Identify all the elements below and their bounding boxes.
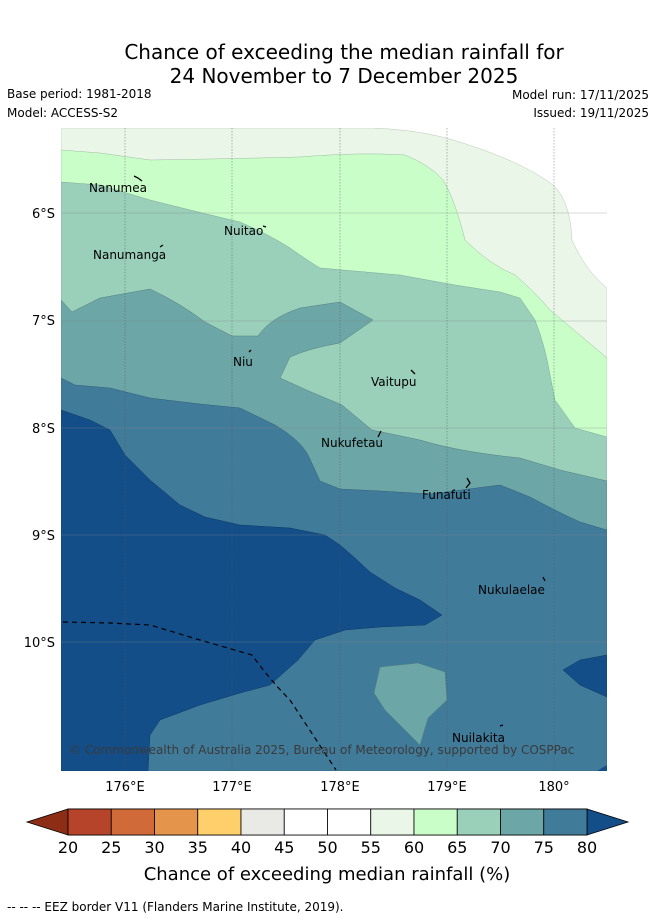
place-nanumea: Nanumea: [89, 181, 147, 195]
colorbar-segment-40-45: [240, 808, 285, 836]
colorbar-segment-30-35: [154, 808, 199, 836]
colorbar-tick-45: 45: [274, 838, 294, 857]
place-nanumanga: Nanumanga: [93, 248, 166, 262]
latitude-lines: [61, 212, 607, 643]
colorbar-segment-35-40: [197, 808, 242, 836]
colorbar: 20 25 30 35 40 45 50 55 60 65 70 75 80 Chance of exc…: [25, 808, 630, 885]
colorbar-tick-40: 40: [231, 838, 251, 857]
colorbar-segment-60-65: [413, 808, 458, 836]
band-above-80-corner: [597, 765, 607, 771]
rainfall-probability-map: Nanumea Nuitao Nanumanga Niu Vaitupu Nuk…: [61, 128, 607, 771]
copyright-notice: © Commonwealth of Australia 2025, Bureau…: [69, 743, 574, 757]
lat-tick-10s: 10°S: [24, 636, 55, 651]
colorbar-arrow-low: [25, 808, 69, 836]
title-line-1: Chance of exceeding the median rainfall …: [124, 40, 564, 64]
colorbar-segment-75-80: [543, 808, 588, 836]
island-nuitao-mark: [262, 225, 267, 228]
colorbar-tick-60: 60: [404, 838, 424, 857]
colorbar-arrow-high: [586, 808, 630, 836]
place-niu: Niu: [233, 355, 253, 369]
place-funafuti: Funafuti: [422, 488, 471, 502]
colorbar-segment-25-30: [110, 808, 155, 836]
colorbar-tick-35: 35: [188, 838, 208, 857]
band-above-80-patch: [562, 654, 607, 698]
colorbar-segment-65-70: [456, 808, 501, 836]
lat-tick-7s: 7°S: [32, 314, 55, 329]
colorbar-tick-30: 30: [144, 838, 164, 857]
eez-legend-note: -- -- -- EEZ border V11 (Flanders Marine…: [7, 900, 344, 914]
colorbar-title: Chance of exceeding median rainfall (%): [144, 864, 511, 885]
lat-tick-8s: 8°S: [32, 422, 55, 437]
base-period: Base period: 1981-2018: [7, 87, 152, 101]
eez-border-line: [62, 621, 337, 771]
island-nanumea-mark: [133, 175, 143, 182]
colorbar-segment-45-50: [283, 808, 328, 836]
map-title: Chance of exceeding the median rainfall …: [0, 40, 655, 88]
island-vaitupu-mark: [410, 369, 416, 375]
colorbar-tick-25: 25: [101, 838, 121, 857]
latitude-axis: 6°S 7°S 8°S 9°S 10°S: [24, 207, 55, 651]
band-70-75-patch: [373, 662, 448, 746]
colorbar-segment-50-55: [327, 808, 372, 836]
longitude-axis: 176°E 177°E 178°E 179°E 180°: [105, 780, 569, 795]
lat-tick-6s: 6°S: [32, 207, 55, 222]
island-niu-mark: [248, 349, 252, 353]
colorbar-tick-50: 50: [317, 838, 337, 857]
colorbar-tick-75: 75: [534, 838, 554, 857]
band-above-80: [61, 409, 443, 771]
place-nukulaelae: Nukulaelae: [478, 583, 545, 597]
colorbar-segment-55-60: [370, 808, 415, 836]
colorbar-segment-20-25: [67, 808, 112, 836]
colorbar-tick-65: 65: [447, 838, 467, 857]
colorbar-tick-80: 80: [577, 838, 597, 857]
lon-tick-177e: 177°E: [212, 780, 252, 795]
island-nuilakita-mark: [499, 724, 504, 727]
island-marks: [133, 175, 546, 727]
graticule: [124, 128, 555, 771]
lon-tick-179e: 179°E: [427, 780, 467, 795]
place-nuilakita: Nuilakita: [452, 731, 505, 745]
colorbar-tick-20: 20: [58, 838, 78, 857]
lat-tick-9s: 9°S: [32, 529, 55, 544]
place-nuitao: Nuitao: [224, 224, 263, 238]
title-line-2: 24 November to 7 December 2025: [169, 64, 519, 88]
lon-tick-180: 180°: [538, 780, 569, 795]
colorbar-tick-55: 55: [361, 838, 381, 857]
colorbar-segment-70-75: [500, 808, 545, 836]
lon-tick-176e: 176°E: [105, 780, 145, 795]
colorbar-tick-70: 70: [490, 838, 510, 857]
island-nukufetau-mark: [377, 430, 382, 438]
place-vaitupu: Vaitupu: [371, 375, 417, 389]
model-name: Model: ACCESS-S2: [7, 106, 119, 120]
island-nukulaelae-mark: [542, 576, 546, 582]
island-nanumanga-mark: [159, 244, 164, 248]
lon-tick-178e: 178°E: [320, 780, 360, 795]
issued-date: Issued: 19/11/2025: [533, 106, 649, 120]
model-run: Model run: 17/11/2025: [511, 88, 649, 102]
island-funafuti-mark: [465, 477, 471, 489]
place-nukufetau: Nukufetau: [321, 436, 383, 450]
